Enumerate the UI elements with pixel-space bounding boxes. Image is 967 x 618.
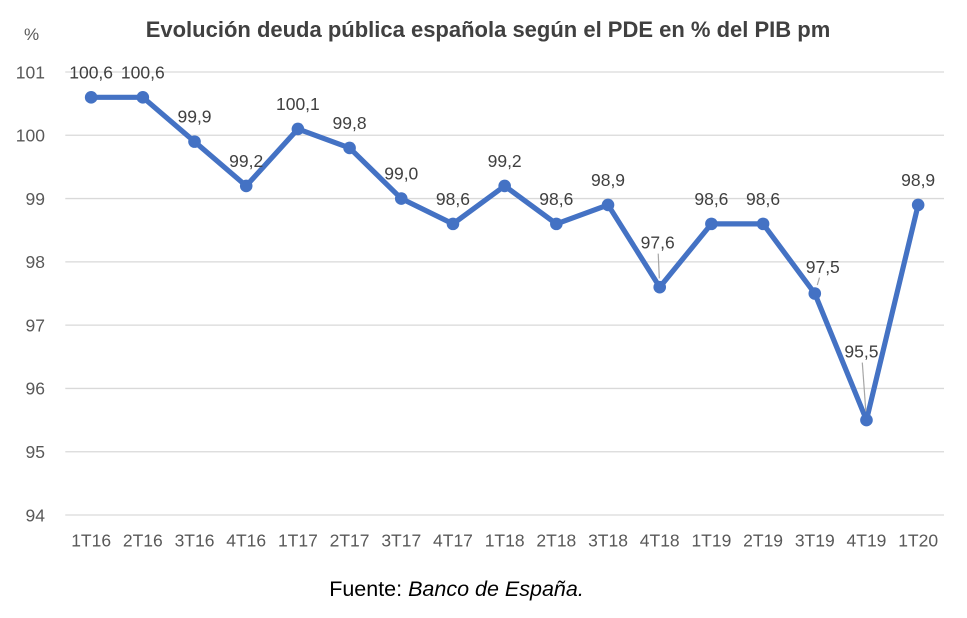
data-point-2T18[interactable] bbox=[550, 217, 563, 231]
x-tick-label-4T19: 4T19 bbox=[847, 531, 887, 551]
x-tick-label-1T16: 1T16 bbox=[71, 531, 111, 551]
data-label-4T16: 99,2 bbox=[229, 151, 263, 171]
y-tick-label-95: 95 bbox=[26, 442, 45, 462]
data-label-2T18: 98,6 bbox=[539, 189, 573, 209]
y-tick-label-99: 99 bbox=[26, 189, 45, 209]
series-line bbox=[88, 94, 921, 423]
data-label-leader-4T19 bbox=[861, 362, 867, 412]
y-axis-unit-label: % bbox=[24, 25, 40, 44]
line-chart-plot: 94 95 96 97 98 99 100 101 1T16 2T16 3T16 4T16 1T17 2T… bbox=[16, 62, 944, 551]
x-tick-label-3T19: 3T19 bbox=[795, 531, 835, 551]
data-label-3T16: 99,9 bbox=[177, 107, 211, 127]
x-tick-label-4T18: 4T18 bbox=[640, 531, 680, 551]
source-note-prefix: Fuente: bbox=[329, 577, 409, 601]
y-tick-label-101: 101 bbox=[16, 62, 45, 82]
data-point-3T17[interactable] bbox=[394, 192, 408, 205]
x-tick-label-4T17: 4T17 bbox=[433, 531, 473, 551]
y-tick-label-100: 100 bbox=[16, 126, 45, 146]
data-label-3T19: 97,5 bbox=[806, 257, 840, 277]
data-point-1T17[interactable] bbox=[291, 122, 305, 136]
x-tick-label-2T17: 2T17 bbox=[330, 531, 370, 551]
data-label-3T17: 99,0 bbox=[384, 164, 418, 184]
y-tick-label-96: 96 bbox=[26, 379, 45, 399]
data-point-3T18[interactable] bbox=[601, 198, 615, 212]
data-point-1T16[interactable] bbox=[84, 91, 98, 104]
x-tick-label-2T18: 2T18 bbox=[536, 531, 576, 551]
data-label-leader-3T19 bbox=[816, 277, 821, 286]
data-point-2T19[interactable] bbox=[756, 217, 770, 231]
chart-title: Evolución deuda pública española según e… bbox=[145, 17, 831, 42]
source-note-source: Banco de España. bbox=[408, 577, 584, 601]
data-label-1T16: 100,6 bbox=[69, 62, 113, 82]
data-point-1T18[interactable] bbox=[498, 179, 511, 193]
x-tick-label-1T18: 1T18 bbox=[485, 531, 525, 551]
data-label-2T19: 98,6 bbox=[746, 189, 780, 209]
data-label-3T18: 98,9 bbox=[591, 170, 625, 190]
y-tick-label-97: 97 bbox=[26, 315, 45, 335]
x-tick-label-3T17: 3T17 bbox=[381, 531, 421, 551]
data-label-1T19: 98,6 bbox=[694, 189, 728, 209]
data-point-3T16[interactable] bbox=[188, 135, 201, 148]
data-point-1T20[interactable] bbox=[911, 198, 925, 212]
data-point-4T16[interactable] bbox=[239, 179, 253, 193]
data-label-leader-4T18 bbox=[657, 253, 660, 279]
x-tick-label-1T19: 1T19 bbox=[691, 531, 731, 551]
data-point-2T16[interactable] bbox=[136, 91, 150, 104]
data-point-2T17[interactable] bbox=[343, 141, 356, 155]
x-tick-label-2T19: 2T19 bbox=[743, 531, 783, 551]
x-tick-label-3T16: 3T16 bbox=[175, 531, 215, 551]
data-label-2T16: 100,6 bbox=[121, 62, 165, 82]
data-point-3T19[interactable] bbox=[808, 287, 822, 300]
data-label-1T17: 100,1 bbox=[276, 94, 320, 114]
x-tick-label-3T18: 3T18 bbox=[588, 531, 628, 551]
data-point-4T17[interactable] bbox=[446, 217, 460, 231]
x-tick-label-2T16: 2T16 bbox=[123, 531, 163, 551]
data-label-1T18: 99,2 bbox=[488, 151, 522, 171]
y-tick-label-94: 94 bbox=[26, 505, 46, 525]
data-label-4T18: 97,6 bbox=[641, 233, 675, 253]
data-label-1T20: 98,9 bbox=[901, 170, 935, 190]
data-point-4T19[interactable] bbox=[860, 413, 873, 427]
data-label-4T19: 95,5 bbox=[844, 341, 878, 361]
data-label-2T17: 99,8 bbox=[333, 113, 367, 133]
x-tick-label-1T20: 1T20 bbox=[898, 531, 938, 551]
x-tick-label-1T17: 1T17 bbox=[278, 531, 318, 551]
data-point-4T18[interactable] bbox=[653, 280, 667, 294]
source-note: Fuente: Banco de España. bbox=[0, 577, 913, 602]
data-point-1T19[interactable] bbox=[705, 217, 718, 231]
x-tick-label-4T16: 4T16 bbox=[226, 531, 266, 551]
y-tick-label-98: 98 bbox=[26, 252, 45, 272]
data-label-4T17: 98,6 bbox=[436, 189, 470, 209]
